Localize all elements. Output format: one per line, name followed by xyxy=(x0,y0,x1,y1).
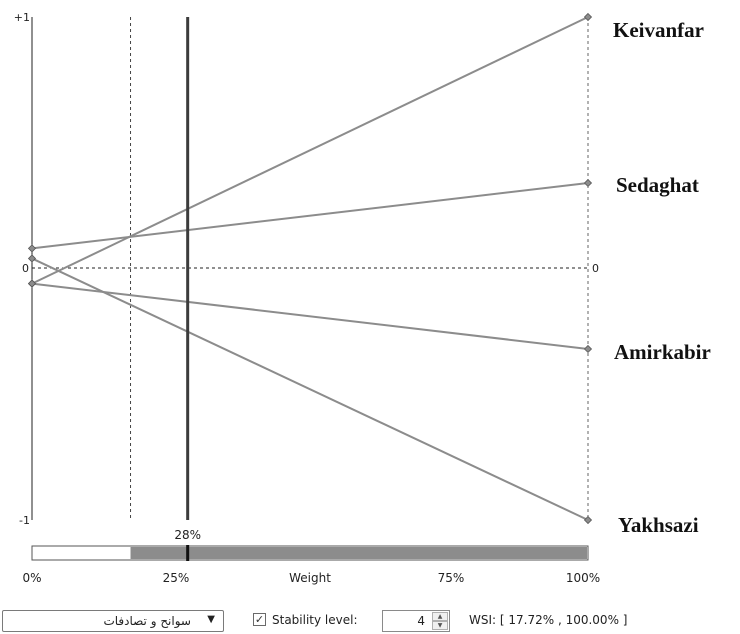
x-tick-0: 0% xyxy=(22,571,41,585)
stability-level-stepper[interactable]: 4 ▲ ▼ xyxy=(382,610,450,632)
y-tick-bottom: -1 xyxy=(19,514,30,527)
weight-slider-thumb[interactable] xyxy=(186,545,190,561)
sensitivity-chart: +1 0 -1 0 Keivanfar Sedaghat Amirkabir Y… xyxy=(14,11,711,585)
series-point-sedaghat-start xyxy=(27,244,37,253)
x-tick-25: 25% xyxy=(163,571,190,585)
chevron-down-icon: ▼ xyxy=(207,614,215,625)
stability-level-value: 4 xyxy=(417,614,425,628)
controls-bar: سوانح و تصادفات ▼ ✓ Stability level: 4 ▲… xyxy=(0,610,740,634)
y-tick-top: +1 xyxy=(14,11,30,24)
criterion-dropdown[interactable]: سوانح و تصادفات ▼ xyxy=(2,610,224,632)
wsi-interval-text: WSI: [ 17.72% , 100.00% ] xyxy=(469,613,628,627)
current-weight-label: 28% xyxy=(174,528,201,542)
series-layer xyxy=(27,12,593,525)
series-line-yakhsazi xyxy=(31,257,589,521)
x-axis-label: Weight xyxy=(289,571,331,585)
series-point-keivanfar-end xyxy=(583,12,593,22)
label-yakhsazi: Yakhsazi xyxy=(618,513,699,537)
label-keivanfar: Keivanfar xyxy=(613,18,704,42)
series-line-keivanfar xyxy=(31,16,589,285)
stability-checkbox[interactable]: ✓ xyxy=(253,613,266,626)
stable-interval-fill xyxy=(130,547,587,559)
stability-label: Stability level: xyxy=(272,613,358,627)
criterion-dropdown-value: سوانح و تصادفات xyxy=(103,614,191,628)
label-amirkabir: Amirkabir xyxy=(614,340,711,364)
series-point-amirkabir-start xyxy=(27,279,37,288)
series-point-sedaghat-end xyxy=(583,178,593,188)
y-tick-zero: 0 xyxy=(22,262,29,275)
series-line-sedaghat xyxy=(31,181,589,250)
spin-down-icon[interactable]: ▼ xyxy=(432,621,448,630)
y-tick-right-zero: 0 xyxy=(592,262,599,275)
label-sedaghat: Sedaghat xyxy=(616,173,699,197)
series-line-amirkabir xyxy=(31,282,589,350)
x-tick-75: 75% xyxy=(438,571,465,585)
series-point-yakhsazi-end xyxy=(583,515,593,525)
series-point-amirkabir-end xyxy=(583,344,593,354)
x-tick-100: 100% xyxy=(566,571,600,585)
series-point-yakhsazi-start xyxy=(27,254,37,263)
spin-up-icon[interactable]: ▲ xyxy=(432,612,448,621)
